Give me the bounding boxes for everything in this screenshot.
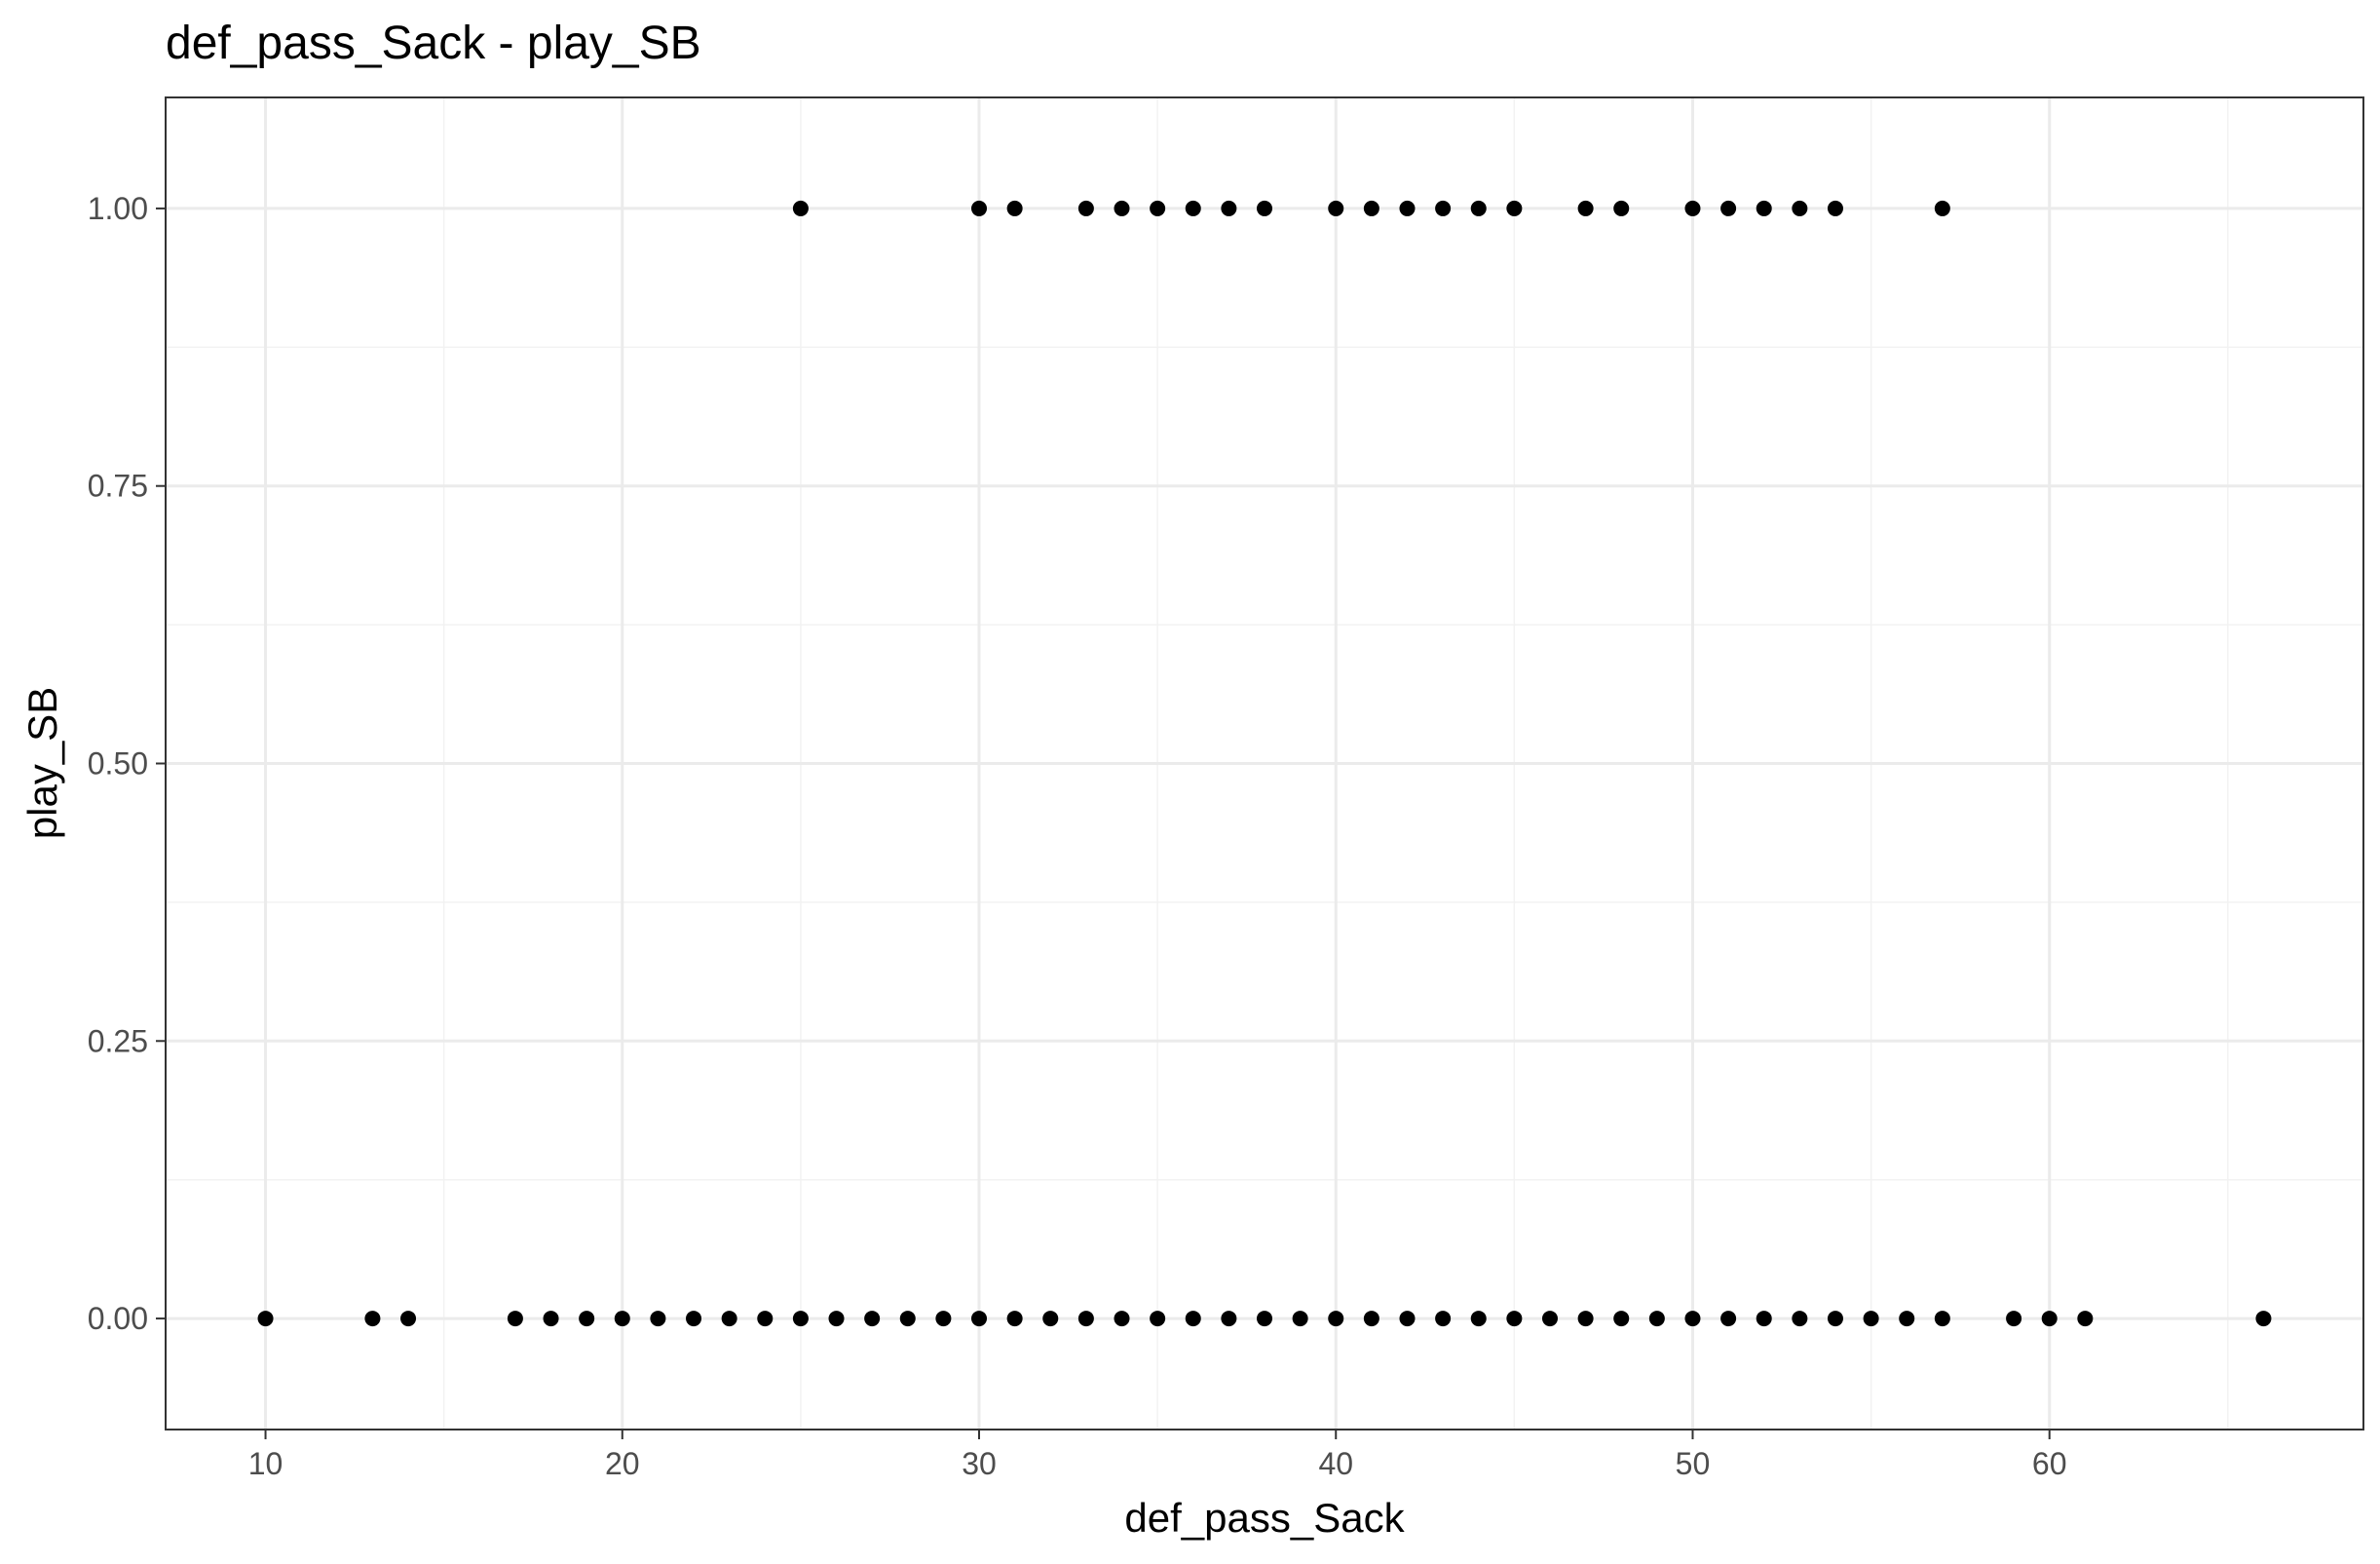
data-point-0-70 [2255, 1311, 2272, 1327]
y-tick-label-3: 0.75 [88, 469, 148, 504]
data-point-0-12 [1435, 200, 1452, 216]
data-point-0-39 [971, 1311, 988, 1327]
data-point-0-3 [1077, 200, 1094, 216]
data-point-0-54 [1506, 1311, 1523, 1327]
data-point-0-40 [1006, 1311, 1023, 1327]
data-point-0-21 [1827, 200, 1843, 216]
data-point-0-11 [1399, 200, 1416, 216]
data-point-0-4 [1114, 200, 1130, 216]
x-tick-label-0: 10 [248, 1446, 283, 1481]
data-point-0-25 [400, 1311, 417, 1327]
data-point-0-34 [792, 1311, 809, 1327]
data-point-0-36 [864, 1311, 881, 1327]
y-axis-title: play_SB [19, 687, 65, 839]
data-point-0-5 [1150, 200, 1166, 216]
y-tick-label-0: 0.00 [88, 1301, 148, 1336]
data-point-0-63 [1827, 1311, 1843, 1327]
data-point-0-18 [1720, 200, 1737, 216]
data-point-0-20 [1792, 200, 1808, 216]
x-tick-label-1: 20 [605, 1446, 640, 1481]
data-point-0-64 [1863, 1311, 1879, 1327]
axis-ticks [156, 207, 2051, 1439]
data-point-0-45 [1185, 1311, 1201, 1327]
data-point-0-14 [1506, 200, 1523, 216]
data-point-0-10 [1363, 200, 1379, 216]
data-point-0-43 [1114, 1311, 1130, 1327]
data-point-0-19 [1756, 200, 1772, 216]
data-point-0-52 [1435, 1311, 1452, 1327]
data-point-0-7 [1221, 200, 1237, 216]
data-point-0-51 [1399, 1311, 1416, 1327]
data-point-0-17 [1684, 200, 1701, 216]
data-point-0-59 [1684, 1311, 1701, 1327]
data-point-0-27 [543, 1311, 559, 1327]
data-point-0-31 [686, 1311, 702, 1327]
x-tick-label-5: 60 [2032, 1446, 2067, 1481]
data-point-0-47 [1257, 1311, 1272, 1327]
data-point-0-53 [1470, 1311, 1487, 1327]
data-point-0-41 [1042, 1311, 1059, 1327]
y-axis-tick-labels: 0.00 0.25 0.50 0.75 1.00 [88, 191, 148, 1336]
data-point-0-55 [1541, 1311, 1558, 1327]
data-point-0-33 [757, 1311, 774, 1327]
data-point-0-61 [1756, 1311, 1772, 1327]
data-point-0-44 [1150, 1311, 1166, 1327]
data-point-0-6 [1185, 200, 1201, 216]
x-axis-tick-labels: 10 20 30 40 50 60 [248, 1446, 2067, 1481]
data-point-0-26 [507, 1311, 523, 1327]
data-point-0-48 [1292, 1311, 1308, 1327]
data-point-0-16 [1613, 200, 1630, 216]
data-points [257, 200, 2272, 1327]
data-point-0-32 [721, 1311, 737, 1327]
data-point-0-15 [1577, 200, 1594, 216]
data-point-0-9 [1328, 200, 1344, 216]
data-point-0-69 [2077, 1311, 2094, 1327]
data-point-0-22 [1934, 200, 1950, 216]
data-point-0-50 [1363, 1311, 1379, 1327]
data-point-0-30 [650, 1311, 666, 1327]
y-tick-label-1: 0.25 [88, 1023, 148, 1058]
data-point-0-37 [899, 1311, 916, 1327]
data-point-0-49 [1328, 1311, 1344, 1327]
data-point-0-62 [1792, 1311, 1808, 1327]
data-point-0-57 [1613, 1311, 1630, 1327]
data-point-0-67 [2006, 1311, 2022, 1327]
data-point-0-0 [792, 200, 809, 216]
chart-title: def_pass_Sack - play_SB [166, 18, 701, 69]
data-point-0-42 [1077, 1311, 1094, 1327]
x-tick-label-4: 50 [1676, 1446, 1711, 1481]
x-tick-label-2: 30 [962, 1446, 997, 1481]
data-point-0-28 [579, 1311, 595, 1327]
data-point-0-29 [614, 1311, 630, 1327]
data-point-0-66 [1934, 1311, 1950, 1327]
x-axis-title: def_pass_Sack [1124, 1495, 1405, 1541]
data-point-0-2 [1006, 200, 1023, 216]
x-tick-label-3: 40 [1318, 1446, 1353, 1481]
data-point-0-23 [257, 1311, 274, 1327]
data-point-0-46 [1221, 1311, 1237, 1327]
data-point-0-1 [971, 200, 988, 216]
data-point-0-38 [935, 1311, 952, 1327]
y-tick-label-2: 0.50 [88, 746, 148, 782]
data-point-0-58 [1648, 1311, 1665, 1327]
major-gridlines [166, 97, 2363, 1430]
data-point-0-65 [1899, 1311, 1915, 1327]
data-point-0-60 [1720, 1311, 1737, 1327]
data-point-0-56 [1577, 1311, 1594, 1327]
data-point-0-24 [364, 1311, 381, 1327]
data-point-0-13 [1470, 200, 1487, 216]
data-point-0-35 [828, 1311, 845, 1327]
data-point-0-68 [2041, 1311, 2058, 1327]
data-point-0-8 [1257, 200, 1272, 216]
y-tick-label-4: 1.00 [88, 191, 148, 226]
